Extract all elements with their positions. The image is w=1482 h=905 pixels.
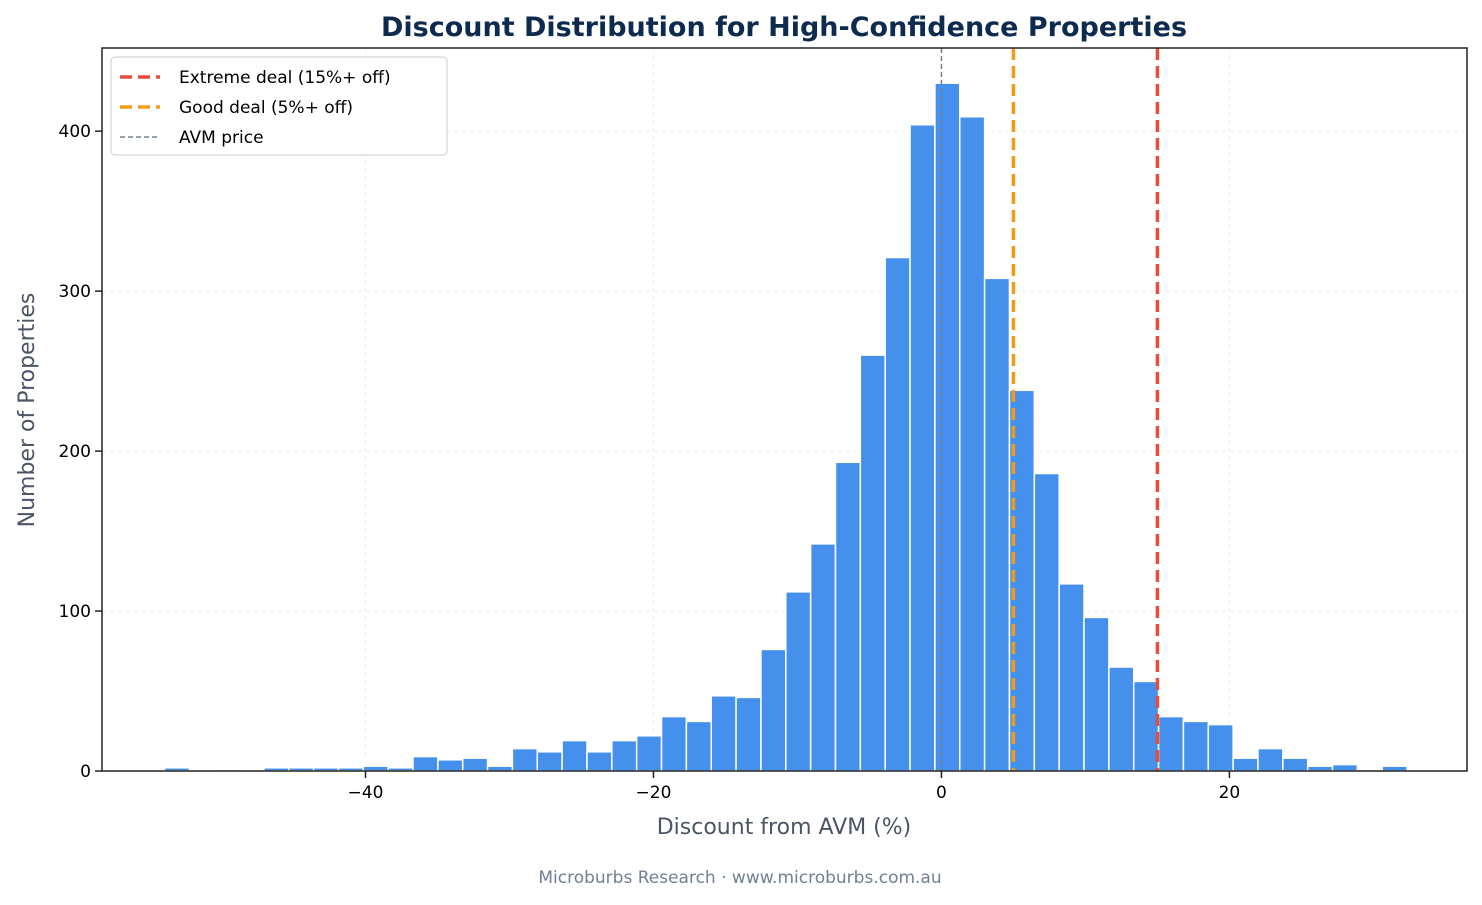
y-tick-label: 0 — [80, 762, 91, 782]
histogram-bar — [1083, 616, 1110, 772]
histogram-bar — [1331, 763, 1359, 772]
histogram-bar — [710, 695, 737, 772]
histogram-bar — [1232, 757, 1259, 772]
x-tick-label: −20 — [636, 783, 672, 803]
histogram-bar — [1058, 583, 1085, 772]
histogram-bar — [635, 735, 663, 772]
footer-credit: Microburbs Research · www.microburbs.com… — [538, 868, 941, 888]
legend-label: Good deal (5%+ off) — [179, 98, 353, 118]
histogram-bar — [1157, 715, 1185, 772]
legend-label: AVM price — [179, 128, 264, 148]
histogram-bar — [785, 591, 812, 772]
histogram-bar — [959, 116, 986, 772]
x-tick-label: −40 — [348, 783, 384, 803]
histogram-bar — [1257, 747, 1284, 772]
histogram-bar — [437, 759, 464, 772]
histogram-bar — [611, 739, 638, 772]
y-tick-label: 300 — [59, 282, 91, 302]
chart-title: Discount Distribution for High-Confidenc… — [381, 12, 1187, 43]
histogram-bar — [760, 648, 787, 772]
histogram-bar — [735, 696, 762, 772]
histogram-bar — [561, 739, 588, 772]
legend: Extreme deal (15%+ off) Good deal (5%+ of… — [110, 56, 448, 156]
histogram-bar — [412, 755, 439, 772]
histogram-bar — [1282, 757, 1309, 772]
y-tick-label: 100 — [59, 602, 91, 622]
plot-frame — [101, 47, 1468, 772]
y-tick-label: 200 — [59, 442, 91, 462]
legend-label: Extreme deal (15%+ off) — [179, 68, 391, 88]
histogram-bar — [1182, 720, 1210, 772]
y-axis-label: Number of Properties — [15, 293, 40, 528]
histogram-bar — [983, 277, 1011, 772]
histogram-bar — [586, 751, 613, 772]
histogram-bar — [909, 124, 936, 772]
x-axis-label: Discount from AVM (%) — [657, 815, 912, 840]
x-tick-label: 20 — [1219, 783, 1241, 803]
histogram-bar — [660, 715, 688, 772]
histogram-bar — [1108, 666, 1135, 772]
histogram-bar — [859, 354, 886, 772]
histogram-bar — [536, 751, 563, 772]
y-tick-label: 400 — [59, 122, 91, 142]
histogram-bar — [685, 720, 712, 772]
histogram-bar — [1132, 680, 1160, 772]
x-tick-label: 0 — [936, 783, 947, 803]
histogram-bar — [809, 543, 837, 772]
histogram-bar — [1033, 472, 1060, 772]
histogram-bar — [884, 256, 911, 772]
histogram-bar — [934, 82, 961, 772]
histogram-bar — [834, 461, 862, 772]
histogram-bar — [1207, 723, 1234, 772]
histogram-bar — [511, 747, 539, 772]
histogram-bar — [461, 757, 489, 772]
